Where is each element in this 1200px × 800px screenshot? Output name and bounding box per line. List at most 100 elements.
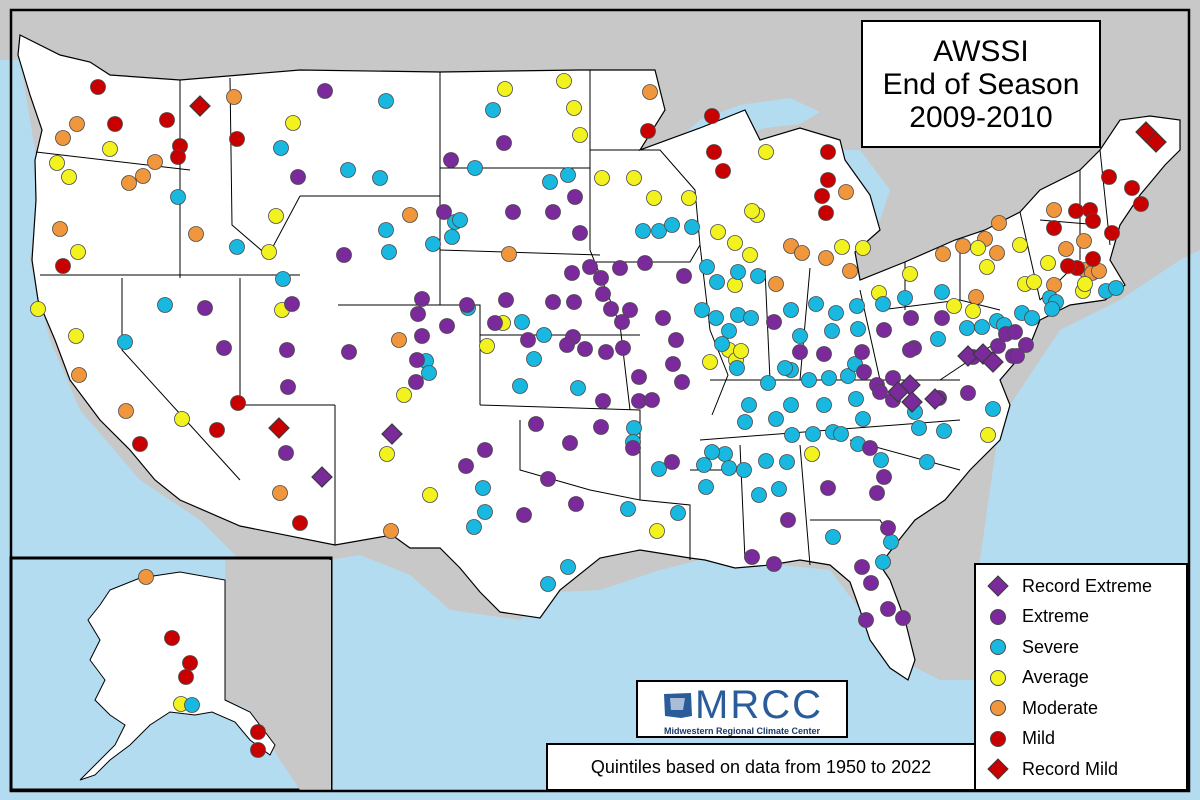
station-moderate [55, 130, 71, 146]
station-extreme [562, 435, 578, 451]
legend-item-mild: Mild [986, 724, 1186, 755]
quintile-note-text: Quintiles based on data from 1950 to 202… [590, 756, 932, 777]
station-extreme [934, 310, 950, 326]
station-average [268, 208, 284, 224]
station-mild [820, 144, 836, 160]
legend-label: Mild [1022, 728, 1056, 749]
station-extreme [341, 344, 357, 360]
station-severe [784, 427, 800, 443]
station-severe [959, 320, 975, 336]
station-extreme [895, 610, 911, 626]
station-record-extreme [901, 391, 923, 413]
station-severe [526, 351, 542, 367]
station-extreme [505, 204, 521, 220]
station-extreme [409, 352, 425, 368]
station-mild [1046, 220, 1062, 236]
station-mild [1085, 251, 1101, 267]
station-severe [721, 323, 737, 339]
station-average [1026, 274, 1042, 290]
station-extreme [863, 575, 879, 591]
station-moderate [642, 84, 658, 100]
station-average [174, 411, 190, 427]
station-severe [704, 444, 720, 460]
station-average [970, 240, 986, 256]
station-extreme [593, 419, 609, 435]
station-extreme [593, 270, 609, 286]
station-severe [626, 420, 642, 436]
station-severe [777, 360, 793, 376]
station-average [681, 190, 697, 206]
station-severe [378, 93, 394, 109]
station-average [594, 170, 610, 186]
station-extreme [545, 204, 561, 220]
station-average [396, 387, 412, 403]
station-severe [875, 554, 891, 570]
station-average [979, 259, 995, 275]
station-extreme [443, 152, 459, 168]
station-extreme [567, 189, 583, 205]
legend-symbol-diamond [986, 757, 1010, 781]
station-severe [444, 229, 460, 245]
station-severe [466, 519, 482, 535]
station-moderate [121, 175, 137, 191]
station-mild [814, 188, 830, 204]
station-moderate [118, 403, 134, 419]
station-mild [1101, 169, 1117, 185]
legend-label: Moderate [1022, 697, 1099, 718]
station-record-extreme [381, 423, 403, 445]
station-mild [640, 123, 656, 139]
station-extreme [615, 340, 631, 356]
station-extreme [780, 512, 796, 528]
station-extreme [1007, 324, 1023, 340]
station-extreme [595, 286, 611, 302]
station-moderate [69, 116, 85, 132]
legend: Record Extreme Extreme Severe Average Modera… [974, 563, 1188, 791]
station-extreme [816, 346, 832, 362]
station-moderate [135, 168, 151, 184]
station-severe [758, 453, 774, 469]
station-extreme [477, 442, 493, 458]
station-moderate [955, 238, 971, 254]
station-average [68, 328, 84, 344]
station-severe [873, 452, 889, 468]
station-severe [698, 479, 714, 495]
station-severe [849, 298, 865, 314]
alaska-station-mild [178, 669, 194, 685]
station-severe [824, 323, 840, 339]
station-average [727, 277, 743, 293]
station-moderate [968, 289, 984, 305]
station-moderate [402, 207, 418, 223]
station-severe [620, 501, 636, 517]
title-line-1: AWSSI [933, 34, 1029, 68]
station-extreme [625, 440, 641, 456]
station-moderate [391, 332, 407, 348]
station-average [855, 240, 871, 256]
station-moderate [989, 245, 1005, 261]
station-extreme [854, 559, 870, 575]
station-severe [684, 219, 700, 235]
legend-symbol-circle [986, 666, 1010, 690]
station-extreme [674, 374, 690, 390]
station-average [1040, 255, 1056, 271]
station-severe [425, 236, 441, 252]
station-severe [729, 360, 745, 376]
station-extreme [766, 556, 782, 572]
station-severe [801, 372, 817, 388]
station-extreme [903, 310, 919, 326]
station-extreme [655, 310, 671, 326]
station-average [744, 203, 760, 219]
alaska-station-severe [184, 697, 200, 713]
station-moderate [188, 226, 204, 242]
station-extreme [516, 507, 532, 523]
station-extreme [559, 337, 575, 353]
station-extreme [854, 344, 870, 360]
station-severe [783, 397, 799, 413]
station-extreme [766, 314, 782, 330]
station-record-mild [189, 95, 211, 117]
station-extreme [216, 340, 232, 356]
station-mild [170, 149, 186, 165]
station-moderate [768, 276, 784, 292]
station-extreme [410, 306, 426, 322]
station-extreme [197, 300, 213, 316]
